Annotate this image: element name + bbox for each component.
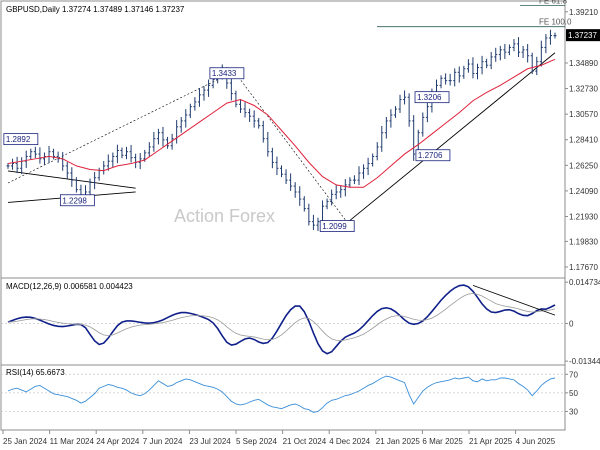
price-y-tick-label: 1.24090 — [569, 187, 598, 196]
price-candles — [6, 29, 557, 231]
x-tick-label: 6 Mar 2025 — [422, 437, 463, 446]
x-axis: 25 Jan 2024 11 Mar 2024 24 Apr 2024 7 Jun 2… — [2, 430, 556, 446]
x-tick-label: 21 Apr 2025 — [469, 437, 513, 446]
macd-trendline — [472, 284, 556, 316]
price-y-tick-label: 1.30570 — [569, 110, 598, 119]
rsi-line — [7, 375, 556, 413]
fib-levels: FE 61.8 FE 100.0 — [377, 0, 572, 28]
fib-level-label: FE 61.8 — [539, 0, 568, 5]
price-label-box — [414, 91, 450, 104]
price-label-text: 1.2706 — [418, 151, 443, 160]
price-label-box — [319, 220, 355, 232]
price-y-tick-label: 1.26250 — [569, 161, 598, 170]
macd-y-tick-label: -0.013442 — [569, 357, 600, 366]
macd-y-axis: 0.014734 0 -0.013442 — [1, 278, 600, 366]
last-price-tag — [566, 29, 600, 42]
macd-lines — [7, 284, 556, 355]
price-trendline — [345, 52, 556, 225]
price-y-tick-label: 1.17670 — [569, 263, 598, 272]
macd-header: MACD(12,26,9) 0.006581 0.004423 — [6, 282, 133, 291]
price-header: GBPUSD,Daily 1.37274 1.37489 1.37146 1.3… — [6, 5, 185, 14]
x-tick-label: 4 Jun 2025 — [516, 437, 556, 446]
price-label-text: 1.2099 — [322, 222, 347, 231]
rsi-y-tick-label: 70 — [569, 370, 578, 379]
price-label-box — [415, 149, 451, 162]
price-labels: 1.2892 1.2298 1.3433 1.2099 1.3206 1.2706 — [3, 67, 451, 232]
moving-average-line — [7, 58, 556, 188]
rsi-header: RSI(14) 65.6673 — [6, 368, 65, 377]
x-tick-label: 7 Jun 2024 — [143, 437, 183, 446]
price-label-text: 1.3433 — [212, 69, 237, 78]
price-y-tick-label: 1.32730 — [569, 85, 598, 94]
x-tick-label: 25 Jan 2024 — [3, 437, 48, 446]
macd-line — [7, 284, 556, 355]
price-y-tick-label: 1.39210 — [569, 8, 598, 17]
price-y-tick-label: 1.28410 — [569, 136, 598, 145]
x-tick-label: 11 Mar 2024 — [50, 437, 95, 446]
price-label-box — [209, 67, 245, 80]
price-label-box — [59, 194, 95, 207]
last-price-label: 1.37237 — [568, 31, 597, 40]
price-y-tick-label: 1.34890 — [569, 59, 598, 68]
price-label-text: 1.3206 — [417, 93, 442, 102]
x-tick-label: 23 Jul 2024 — [189, 437, 231, 446]
price-label-box — [3, 133, 39, 146]
fib-level-label: FE 100.0 — [539, 18, 572, 27]
price-y-tick-label: 1.19830 — [569, 237, 598, 246]
price-label-text: 1.2298 — [62, 196, 87, 205]
signal-line — [7, 293, 556, 341]
rsi-y-tick-label: 30 — [569, 407, 578, 416]
x-tick-label: 21 Oct 2024 — [283, 437, 327, 446]
macd-y-tick-label: 0.014734 — [569, 278, 600, 287]
x-tick-label: 4 Dec 2024 — [329, 437, 370, 446]
rsi-lines — [7, 375, 556, 413]
rsi-y-axis: 70 50 30 — [1, 370, 578, 416]
x-tick-label: 21 Jan 2025 — [376, 437, 421, 446]
x-tick-label: 5 Sep 2024 — [236, 437, 277, 446]
x-tick-label: 24 Apr 2024 — [96, 437, 140, 446]
watermark-text: Action Forex — [174, 206, 275, 226]
price-y-axis: 1.39210 1.37237 1.34890 1.32730 1.30570 1.284… — [565, 8, 600, 272]
macd-y-tick-label: 0 — [569, 319, 574, 328]
rsi-y-tick-label: 50 — [569, 389, 578, 398]
price-y-tick-label: 1.21930 — [569, 213, 598, 222]
price-label-text: 1.2892 — [6, 135, 31, 144]
moving-average — [7, 58, 556, 188]
